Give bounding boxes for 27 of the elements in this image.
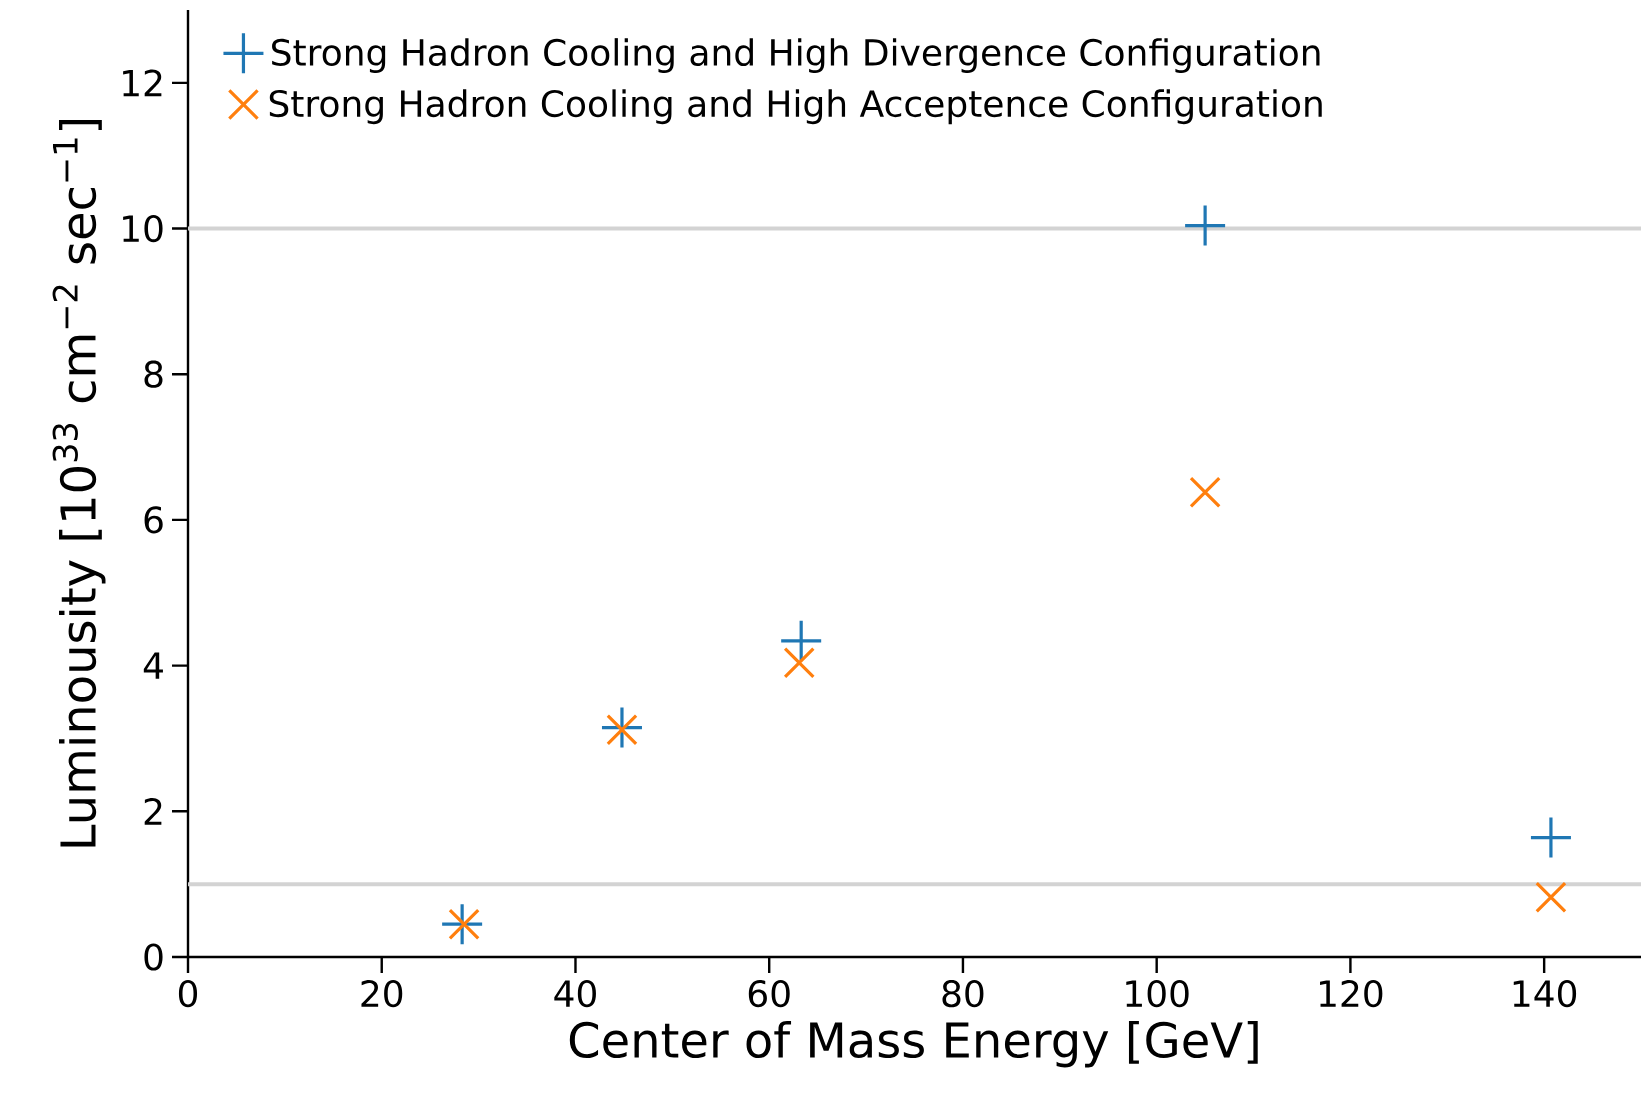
y-axis-title: Luminousity [10$^{33}$ cm$^{−2}$ sec$^{−1}$]: [52, 119, 106, 847]
y-tick-label: 6: [144, 506, 163, 534]
point: [1185, 205, 1226, 246]
x-tick-label: 60: [748, 980, 790, 1008]
point: [781, 620, 822, 661]
x-axis-title: Center of Mass Energy [GeV]: [569, 1020, 1258, 1068]
y-tick-label: 10: [123, 214, 163, 243]
point: [448, 908, 480, 940]
x-tick-label: 0: [178, 980, 198, 1008]
y-tick-label: 4: [143, 652, 163, 679]
y-tick-label: 12: [123, 69, 162, 97]
point: [1189, 476, 1221, 508]
x-tick-label: 80: [942, 980, 984, 1008]
y-tick-label: 8: [144, 360, 163, 388]
point: [1530, 817, 1571, 858]
x-tick-label: 20: [361, 980, 403, 1008]
point: [606, 713, 638, 746]
x-tick-label: 120: [1320, 980, 1383, 1008]
x-tick-label: 100: [1126, 980, 1189, 1008]
legend-label: Strong Hadron Cooling and High Acceptence Configuration: [269, 89, 1322, 125]
y-tick-label: 2: [144, 797, 162, 825]
x-tick-label: 140: [1513, 980, 1577, 1008]
x-tick-label: 40: [554, 980, 596, 1008]
y-tick-label: 0: [144, 943, 163, 971]
point: [783, 646, 815, 679]
point: [1535, 881, 1567, 914]
legend-label: Strong Hadron Cooling and High Divergence Configuration: [272, 38, 1320, 73]
